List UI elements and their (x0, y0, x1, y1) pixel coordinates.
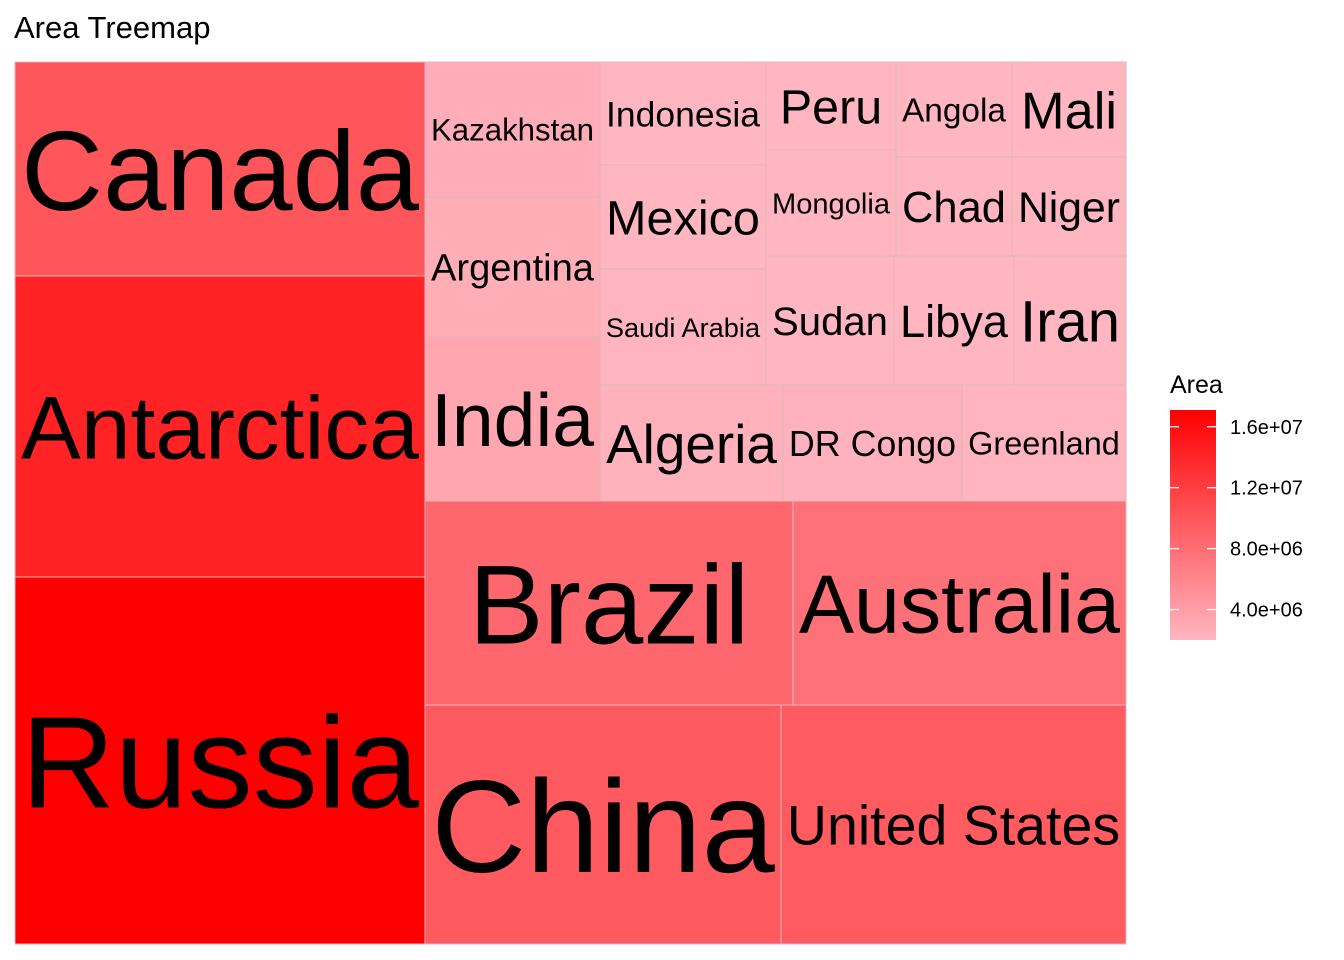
chart-title: Area Treemap (14, 10, 211, 45)
tile-label-dr-congo: DR Congo (789, 424, 956, 464)
tile-label-antarctica: Antarctica (21, 378, 419, 478)
treemap-tiles: Russia Antarctica Canada China United States… (14, 61, 1127, 945)
legend-tick-label: 8.0e+06 (1230, 539, 1303, 561)
tile-mongolia (765, 149, 897, 257)
tile-label-china: China (431, 753, 775, 900)
tile-label-argentina: Argentina (431, 248, 595, 290)
tile-russia (14, 576, 426, 945)
tile-label-brazil: Brazil (469, 541, 750, 667)
tile-label-mexico: Mexico (606, 192, 760, 246)
tile-label-algeria: Algeria (606, 413, 777, 475)
tile-label-kazakhstan: Kazakhstan (431, 113, 594, 148)
tile-indonesia (599, 61, 767, 166)
tile-sudan (765, 255, 895, 386)
tile-australia (792, 500, 1127, 706)
legend-tick-label: 4.0e+06 (1230, 600, 1303, 622)
tile-algeria (599, 384, 784, 502)
tile-libya (893, 255, 1015, 386)
tile-label-niger: Niger (1018, 184, 1120, 232)
tile-label-mali: Mali (1021, 82, 1117, 140)
tile-label-russia: Russia (21, 689, 420, 835)
tile-united-states (780, 704, 1127, 945)
tile-iran (1013, 255, 1127, 386)
legend-tick-label: 1.2e+07 (1230, 478, 1303, 500)
tile-niger (1011, 156, 1127, 257)
tile-label-angola: Angola (902, 93, 1006, 130)
tile-label-india: India (431, 378, 594, 462)
tile-label-australia: Australia (799, 559, 1120, 651)
tile-dr-congo (782, 384, 963, 502)
tile-chad (895, 156, 1013, 257)
legend-title: Area (1170, 371, 1223, 399)
tile-label-iran: Iran (1020, 289, 1120, 354)
tile-label-united-states: United States (787, 794, 1120, 856)
tile-label-peru: Peru (780, 80, 882, 134)
tile-greenland (961, 384, 1127, 502)
tile-mali (1011, 61, 1127, 158)
tile-mexico (599, 164, 767, 270)
tile-label-canada: Canada (21, 108, 420, 235)
tile-saudi-arabia (599, 268, 767, 386)
legend-colorbar (1170, 410, 1216, 640)
tile-label-greenland: Greenland (968, 426, 1120, 462)
tile-canada (14, 61, 426, 277)
tile-label-mongolia: Mongolia (772, 188, 891, 220)
legend-tick-label: 1.6e+07 (1230, 417, 1303, 439)
tile-label-indonesia: Indonesia (606, 94, 760, 134)
tile-china (424, 704, 782, 945)
tile-angola (895, 61, 1013, 158)
tile-label-libya: Libya (900, 296, 1009, 347)
tile-label-chad: Chad (902, 184, 1006, 232)
tile-label-saudi-arabia: Saudi Arabia (606, 312, 761, 343)
tile-label-sudan: Sudan (772, 300, 888, 344)
tile-brazil (424, 500, 794, 706)
tile-india (424, 336, 601, 502)
tile-argentina (424, 196, 601, 338)
tile-peru (765, 61, 897, 151)
legend: Area 4.0e+06 8.0e+06 1.2e+07 1.6e+07 (1170, 371, 1303, 640)
tile-kazakhstan (424, 61, 601, 198)
